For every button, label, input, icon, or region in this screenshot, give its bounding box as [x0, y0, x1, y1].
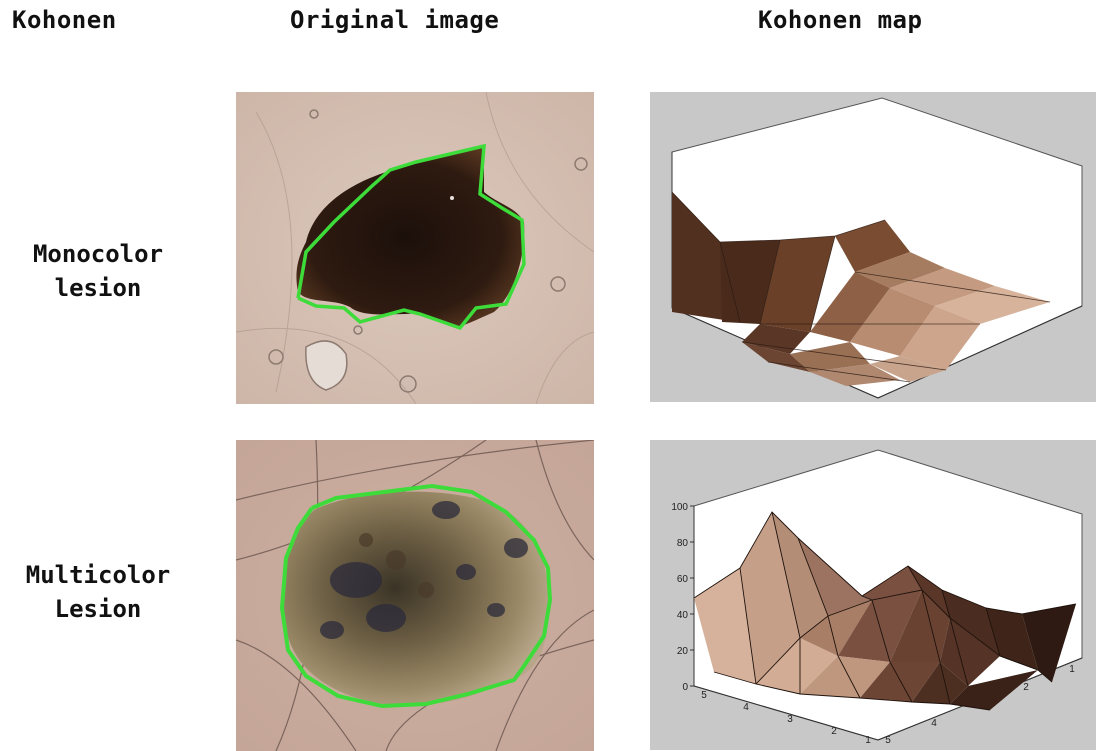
map2-z-tick-80: 80 — [677, 538, 689, 549]
row-label-multicolor-line1: Multicolor — [25, 561, 171, 589]
map2-right-tick-4: 4 — [931, 718, 937, 729]
map2-left-tick-4: 4 — [743, 702, 749, 713]
multicolor-lesion-image — [236, 440, 594, 751]
header-kohonen: Kohonen — [12, 6, 117, 34]
row-label-monocolor-line1: Monocolor — [32, 240, 164, 268]
map2-left-tick-2: 2 — [831, 726, 837, 737]
map2-left-tick-3: 3 — [787, 714, 793, 725]
map2-right-tick-2: 2 — [1023, 682, 1029, 693]
row-label-multicolor-line2: Lesion — [54, 595, 142, 623]
map2-left-tick-5: 5 — [701, 690, 707, 701]
map2-z-tick-20: 20 — [677, 646, 689, 657]
map2-z-tick-60: 60 — [677, 574, 689, 585]
header-original-image: Original image — [290, 6, 500, 34]
map2-right-tick-1: 1 — [1069, 664, 1075, 675]
row-label-monocolor-line2: lesion — [54, 274, 142, 302]
kohonen-map-multicolor: 0 20 40 60 80 100 5 4 3 2 1 5 4 3 2 1 — [650, 440, 1096, 750]
map2-z-tick-100: 100 — [671, 502, 688, 513]
header-kohonen-map: Kohonen map — [758, 6, 923, 34]
row-label-multicolor: Multicolor Lesion — [8, 558, 188, 626]
monocolor-lesion-image — [236, 92, 594, 404]
map2-z-tick-0: 0 — [682, 682, 688, 693]
kohonen-map-monocolor — [650, 92, 1096, 402]
map2-left-tick-1: 1 — [865, 735, 871, 746]
map2-right-tick-5: 5 — [885, 735, 891, 746]
row-label-monocolor: Monocolor lesion — [8, 237, 188, 305]
map2-z-tick-40: 40 — [677, 610, 689, 621]
